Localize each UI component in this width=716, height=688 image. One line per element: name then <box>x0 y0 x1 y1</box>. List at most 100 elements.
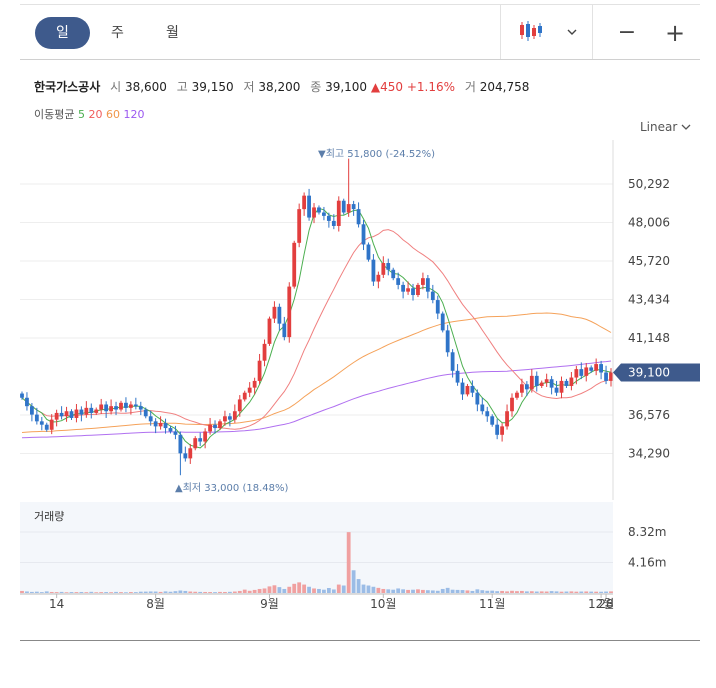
volume-bars <box>20 532 613 593</box>
stock-quote-summary: 한국가스공사 시 38,600 고 39,150 저 38,200 종 39,1… <box>34 78 529 95</box>
volume-bar <box>331 589 336 593</box>
ma-120[interactable]: 120 <box>123 108 145 121</box>
candle-body <box>133 404 138 407</box>
volume-bar <box>440 588 445 593</box>
candle-body <box>564 380 569 386</box>
candle-body <box>589 367 594 371</box>
scale-label: Linear <box>640 120 678 134</box>
candle-body <box>74 409 79 418</box>
volume-bar <box>322 589 326 593</box>
volume-bar <box>143 591 148 593</box>
volume-bar <box>173 591 178 593</box>
candle-body <box>178 434 183 454</box>
price-tick-label: 50,292 <box>628 177 670 191</box>
candle-body <box>401 284 406 292</box>
candle-body <box>213 424 217 429</box>
volume-gridlines <box>20 531 613 563</box>
candle-body <box>500 426 505 435</box>
candle-body <box>148 416 153 422</box>
volume-bar <box>203 591 208 593</box>
volume-bar <box>515 591 519 593</box>
candle-body <box>282 323 287 338</box>
close-label: 종 <box>310 80 322 94</box>
volume-bar <box>34 591 39 593</box>
candle-body <box>460 382 465 395</box>
volume-bar <box>29 591 34 593</box>
volume-bar <box>574 591 579 593</box>
candle-body <box>227 416 232 420</box>
volume-bar <box>346 532 351 593</box>
moving-average-legend: 이동평균 5 20 60 120 <box>34 106 144 122</box>
candle-body <box>584 367 589 376</box>
tab-weekly[interactable]: 주 <box>111 25 124 41</box>
volume-bar <box>257 588 262 593</box>
ma-5[interactable]: 5 <box>77 108 85 121</box>
candle-body <box>470 385 475 393</box>
candle-body <box>223 416 227 422</box>
volume-bar <box>168 591 173 593</box>
date-tick-label: 12월 <box>588 597 614 611</box>
candle-body <box>302 195 307 210</box>
volume-bar <box>569 591 574 593</box>
candle-body <box>391 269 396 279</box>
open-value: 38,600 <box>124 80 167 94</box>
volume-bar <box>158 591 163 593</box>
volume-bar <box>475 589 480 593</box>
volume-bar <box>336 584 341 593</box>
volume-bar <box>317 588 321 593</box>
volume-bar <box>421 589 425 593</box>
volume-bar <box>534 591 539 593</box>
candle-body <box>94 409 99 413</box>
volume-bar <box>307 586 311 593</box>
ma-20[interactable]: 20 <box>88 108 103 121</box>
tab-monthly[interactable]: 월 <box>166 25 179 41</box>
candle-body <box>312 207 316 218</box>
volume-bar <box>64 592 69 593</box>
candle-body <box>143 409 148 417</box>
volume-bar <box>381 588 386 593</box>
volume-bar <box>178 590 183 593</box>
high-label: 고 <box>176 80 188 94</box>
volume-bar <box>435 590 440 593</box>
volume-bar <box>128 592 133 593</box>
candle-body <box>336 200 341 226</box>
candle-body <box>549 379 554 388</box>
ma-line <box>21 207 612 449</box>
candle-body <box>297 209 302 243</box>
candle-body <box>406 288 410 292</box>
candle-body <box>515 392 519 398</box>
chevron-down-icon[interactable] <box>560 19 584 47</box>
candle-body <box>331 220 336 226</box>
candle-body <box>25 397 29 407</box>
volume-bar <box>594 591 599 593</box>
ma-60[interactable]: 60 <box>105 108 120 121</box>
candle-body <box>119 402 123 410</box>
zoom-in-button[interactable]: + <box>664 19 686 47</box>
candle-body <box>272 306 277 319</box>
candle-body <box>247 387 252 393</box>
candle-body <box>158 423 163 427</box>
candlestick-icon[interactable] <box>514 19 548 47</box>
candle-body <box>287 286 292 338</box>
candle-body <box>198 438 203 442</box>
candle-body <box>163 423 168 429</box>
high-value: 39,150 <box>191 80 234 94</box>
candle-body <box>445 330 450 353</box>
volume-bar <box>584 591 589 593</box>
candle-body <box>579 369 584 376</box>
volume-bar <box>133 592 138 593</box>
candle-body <box>20 393 24 398</box>
candle-body <box>599 364 604 373</box>
price-tick-label: 41,148 <box>628 331 670 345</box>
candle-body <box>44 424 49 430</box>
volume-bar <box>579 591 584 593</box>
zoom-out-button[interactable]: − <box>617 20 637 45</box>
candle-body <box>485 411 490 417</box>
tab-daily[interactable]: 일 <box>35 17 90 49</box>
scale-selector[interactable]: Linear <box>640 120 691 134</box>
volume-bar <box>371 586 376 593</box>
volume-bar <box>267 586 272 593</box>
volume-tick-label: 8.32m <box>628 525 666 539</box>
volume-bar <box>237 590 242 593</box>
